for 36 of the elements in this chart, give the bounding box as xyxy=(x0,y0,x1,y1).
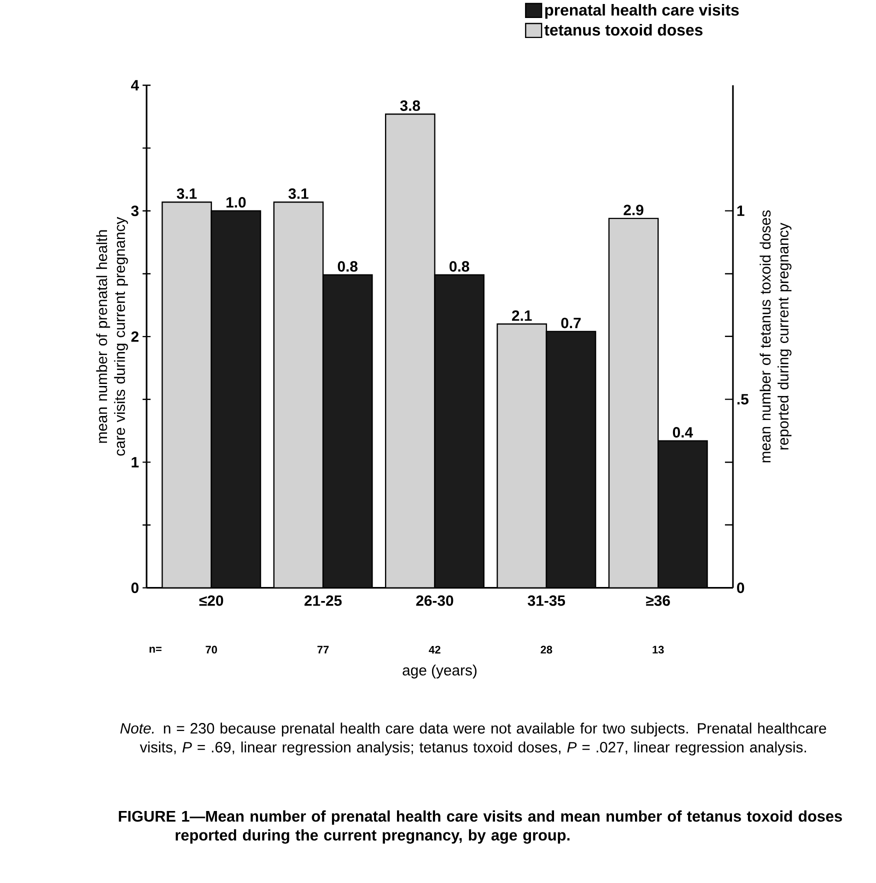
text: FIGURE 1—Mean number of prenatal health care visits and mean number of tetanus toxoid doses reported during the current pregnancy, by age group. xyxy=(119,810,842,844)
y-tick-label: 1 xyxy=(132,457,139,468)
x-tick-label: ≥36 xyxy=(646,595,670,606)
y-tick-label: 4 xyxy=(131,80,140,90)
data-label: 0.7 xyxy=(561,318,581,328)
y-tick-label: 3 xyxy=(131,206,139,216)
text: 42 xyxy=(429,646,441,654)
y2-axis-title: mean number of tetanus toxoid doses reported during current pregnancy xyxy=(760,210,792,462)
y-tick-label: 2 xyxy=(132,331,139,342)
data-label: 3.8 xyxy=(400,100,420,111)
data-label: 3.1 xyxy=(177,188,197,199)
y2-tick-label: 0 xyxy=(737,582,744,594)
x-tick-label: 31-35 xyxy=(528,595,566,606)
data-label: 1.0 xyxy=(226,197,246,208)
x-axis-title: age (years) xyxy=(402,664,477,678)
y2-tick-label: 1 xyxy=(738,206,745,216)
y2-tick-label: .5 xyxy=(738,394,749,405)
text: n= xyxy=(150,646,162,653)
text: 77 xyxy=(318,646,329,654)
text: Note. n = 230 because prenatal health care data were not available for two subjects. Prenatal healthcare visits, P = .69, linear regression analysis; tetanus toxoid doses, P = .027, linear regression analysis. xyxy=(120,722,826,756)
x-tick-label: ≤20 xyxy=(200,595,224,606)
data-label: 3.1 xyxy=(288,188,309,199)
data-label: 2.1 xyxy=(512,310,532,321)
data-label: 0.8 xyxy=(338,261,358,272)
data-label: 2.9 xyxy=(624,204,644,216)
data-label: 0.4 xyxy=(673,427,694,438)
text: 13 xyxy=(652,646,664,654)
y-axis-title: mean number of prenatal health care visits during current pregnancy xyxy=(96,216,128,456)
text: 70 xyxy=(206,646,218,654)
y-tick-label: 0 xyxy=(132,582,139,594)
data-label: 0.8 xyxy=(450,261,470,272)
legend-label: tetanus toxoid doses xyxy=(544,24,703,36)
x-tick-label: 21-25 xyxy=(304,595,342,606)
text: 28 xyxy=(540,646,552,654)
x-tick-label: 26-30 xyxy=(416,595,454,606)
legend-label: prenatal health care visits xyxy=(545,4,739,19)
